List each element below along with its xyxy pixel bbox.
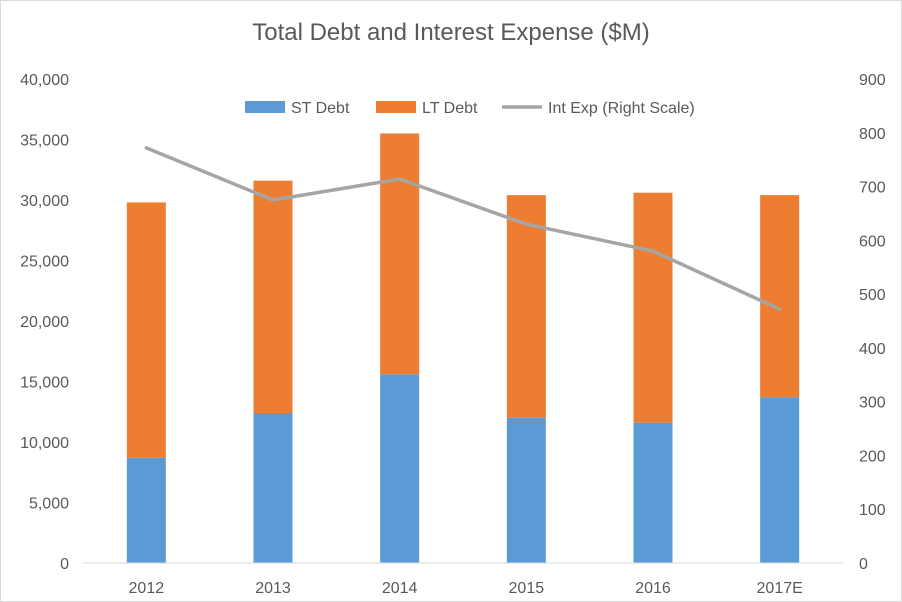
y-tick-label: 5,000 — [29, 496, 69, 513]
y2-tick-label: 300 — [859, 395, 886, 412]
y-tick-label: 10,000 — [20, 435, 69, 452]
legend-item: Int Exp (Right Scale) — [502, 100, 695, 117]
bar-lt-debt-2012 — [126, 202, 166, 458]
bar-lt-debt-2015 — [506, 195, 546, 418]
x-tick-label: 2017E — [757, 580, 803, 597]
y-tick-label: 15,000 — [20, 375, 69, 392]
y2-tick-label: 900 — [859, 72, 886, 89]
legend-label: LT Debt — [422, 100, 478, 117]
y2-tick-label: 700 — [859, 180, 886, 197]
legend-item: ST Debt — [245, 100, 350, 117]
bar-lt-debt-2013 — [253, 180, 293, 413]
bar-st-debt-2016 — [633, 422, 673, 563]
x-tick-label: 2013 — [255, 580, 291, 597]
bar-st-debt-2015 — [506, 417, 546, 563]
legend-item: LT Debt — [376, 100, 478, 117]
bar-st-debt-2013 — [253, 412, 293, 563]
bar-st-debt-2017e — [760, 397, 800, 563]
y2-tick-label: 100 — [859, 502, 886, 519]
y-tick-label: 25,000 — [20, 254, 69, 271]
chart-title: Total Debt and Interest Expense ($M) — [252, 19, 650, 46]
line-int-exp-right-scale- — [144, 146, 782, 311]
bar-lt-debt-2017e — [760, 195, 800, 398]
y2-tick-label: 800 — [859, 126, 886, 143]
x-tick-label: 2014 — [382, 580, 418, 597]
legend-label: ST Debt — [291, 100, 350, 117]
legend-swatch — [376, 101, 416, 113]
y2-tick-label: 600 — [859, 233, 886, 250]
y-tick-label: 20,000 — [20, 314, 69, 331]
y2-tick-label: 500 — [859, 287, 886, 304]
x-tick-label: 2015 — [509, 580, 545, 597]
bar-st-debt-2012 — [126, 457, 166, 563]
x-tick-label: 2012 — [129, 580, 165, 597]
y2-tick-label: 200 — [859, 448, 886, 465]
y2-tick-label: 0 — [859, 556, 868, 573]
y-tick-label: 30,000 — [20, 193, 69, 210]
legend-swatch — [245, 101, 285, 113]
x-tick-label: 2016 — [635, 580, 671, 597]
bar-st-debt-2014 — [380, 374, 420, 563]
y-tick-label: 35,000 — [20, 133, 69, 150]
y-tick-label: 40,000 — [20, 72, 69, 89]
y2-tick-label: 400 — [859, 341, 886, 358]
y-tick-label: 0 — [60, 556, 69, 573]
bar-lt-debt-2016 — [633, 192, 673, 423]
bar-lt-debt-2014 — [380, 133, 420, 375]
legend-label: Int Exp (Right Scale) — [548, 100, 695, 117]
